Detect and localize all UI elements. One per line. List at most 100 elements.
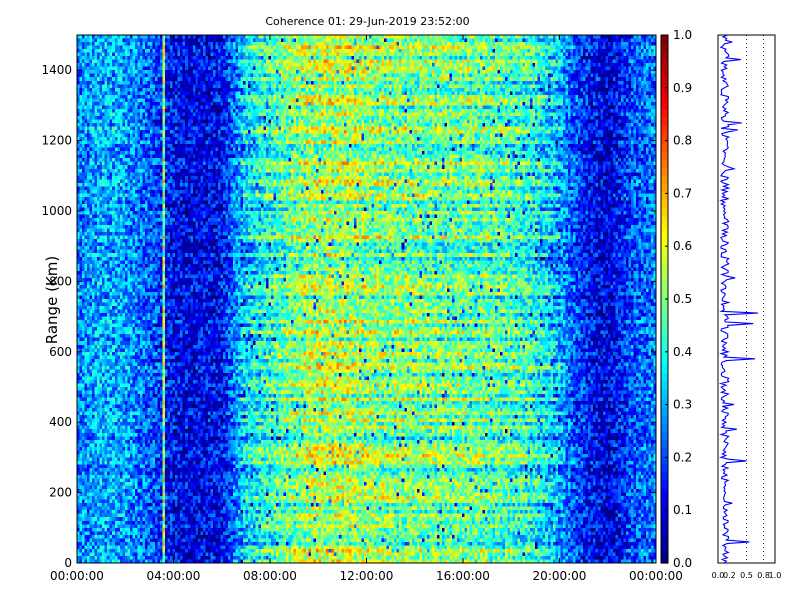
colorbar-segment (661, 530, 668, 539)
colorbar-segment (661, 175, 668, 185)
colorbar-tick-label: 0.0 (673, 556, 692, 570)
colorbar-segment (661, 323, 668, 333)
colorbar-segment (661, 373, 668, 383)
colorbar-tick-label: 0.8 (673, 134, 692, 148)
colorbar-segment (661, 431, 668, 440)
y-tick-label: 800 (49, 274, 72, 288)
colorbar-segment (661, 488, 668, 498)
colorbar-segment (661, 290, 668, 300)
colorbar-segment (661, 51, 668, 61)
y-tick-label: 1200 (41, 134, 72, 148)
y-tick-label: 400 (49, 415, 72, 429)
colorbar-segment (661, 68, 668, 77)
colorbar-tick-label: 0.3 (673, 398, 692, 412)
colorbar-segment (661, 208, 668, 218)
side-profile-tick-label: 1.0 (769, 571, 782, 580)
x-tick-label: 12:00:00 (340, 569, 394, 583)
colorbar-segment (661, 414, 668, 424)
side-profile-tick-label: 0.0 (712, 571, 725, 580)
colorbar-segment (661, 200, 668, 209)
colorbar-segment (661, 447, 668, 457)
side-profile-line (718, 34, 758, 564)
colorbar-segment (661, 521, 668, 531)
colorbar-segment (661, 158, 668, 168)
colorbar-segment (661, 92, 668, 102)
colorbar-segment (661, 439, 668, 449)
colorbar-segment (661, 76, 668, 86)
colorbar-tick-label: 1.0 (673, 28, 692, 42)
x-tick-label: 16:00:00 (436, 569, 490, 583)
colorbar-tick-label: 0.2 (673, 450, 692, 464)
colorbar-segment (661, 233, 668, 242)
colorbar-segment (661, 455, 668, 465)
colorbar-segment (661, 340, 668, 350)
colorbar-segment (661, 274, 668, 284)
colorbar-segment (661, 554, 668, 564)
y-tick-label: 1000 (41, 204, 72, 218)
colorbar-tick-label: 0.4 (673, 345, 692, 359)
colorbar-segment (661, 266, 668, 275)
colorbar-segment (661, 422, 668, 432)
colorbar-segment (661, 134, 668, 143)
colorbar-tick-label: 0.5 (673, 292, 692, 306)
colorbar-tick-label: 0.6 (673, 239, 692, 253)
colorbar-segment (661, 59, 668, 69)
side-profile-tick-label: 0.2 (723, 571, 736, 580)
colorbar-segment (661, 505, 668, 515)
colorbar-segment (661, 109, 668, 119)
colorbar-segment (661, 216, 668, 226)
colorbar-segment (661, 538, 668, 548)
colorbar-segment (661, 183, 668, 193)
colorbar-segment (661, 125, 668, 135)
colorbar-segment (661, 150, 668, 160)
colorbar-segment (661, 497, 668, 506)
colorbar-segment (661, 191, 668, 201)
colorbar-segment (661, 315, 668, 325)
colorbar-segment (661, 241, 668, 251)
side-profile-tick-label: 0.8 (757, 571, 770, 580)
colorbar-tick-label: 0.1 (673, 503, 692, 517)
y-tick-label: 1400 (41, 63, 72, 77)
colorbar-segment (661, 472, 668, 482)
colorbar-segment (661, 282, 668, 292)
colorbar-segment (661, 117, 668, 127)
colorbar-segment (661, 101, 668, 110)
colorbar-segment (661, 356, 668, 366)
x-tick-label: 00:00:00 (629, 569, 683, 583)
colorbar-segment (661, 43, 668, 53)
colorbar-segment (661, 406, 668, 416)
colorbar-segment (661, 464, 668, 473)
colorbar-segment (661, 513, 668, 523)
colorbar-segment (661, 299, 668, 308)
y-tick-label: 0 (64, 556, 72, 570)
colorbar-segment (661, 365, 668, 374)
chart-title: Coherence 01: 29-Jun-2019 23:52:00 (265, 15, 470, 28)
colorbar-segment (661, 249, 668, 259)
colorbar-segment (661, 348, 668, 358)
heatmap-cells (77, 35, 656, 563)
colorbar-segment (661, 307, 668, 317)
colorbar-segment (661, 332, 668, 341)
colorbar-segment (661, 257, 668, 267)
colorbar-segment (661, 35, 668, 44)
x-tick-label: 00:00:00 (50, 569, 104, 583)
x-tick-label: 08:00:00 (243, 569, 297, 583)
colorbar-segment (661, 167, 668, 176)
colorbar-tick-label: 0.9 (673, 81, 692, 95)
colorbar-segment (661, 398, 668, 407)
colorbar-segment (661, 480, 668, 490)
colorbar-tick-label: 0.7 (673, 186, 692, 200)
colorbar-segment (661, 224, 668, 234)
colorbar-segment (661, 381, 668, 391)
colorbar-segment (661, 389, 668, 399)
colorbar-segment (661, 546, 668, 556)
y-tick-label: 600 (49, 345, 72, 359)
x-tick-label: 04:00:00 (147, 569, 201, 583)
colorbar-segment (661, 142, 668, 152)
colorbar-segment (661, 84, 668, 94)
side-profile-tick-label: 0.5 (740, 571, 753, 580)
y-tick-label: 200 (49, 486, 72, 500)
x-tick-label: 20:00:00 (533, 569, 587, 583)
